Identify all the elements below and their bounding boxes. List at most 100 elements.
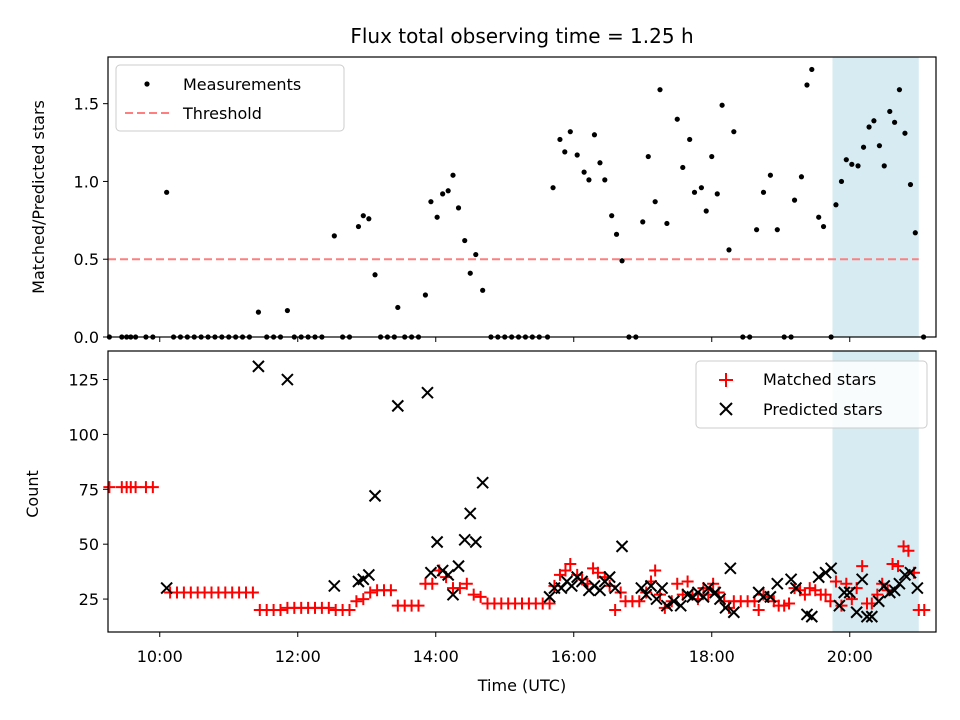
x-tick-label: 18:00 [689,647,735,666]
legend-threshold-label: Threshold [182,104,262,123]
measurement-point [597,160,603,166]
measurement-point [480,287,486,293]
matched-star-point [798,588,811,601]
predicted-star-point [458,533,471,547]
top-legend: Measurements Threshold [115,64,345,132]
predicted-star-point [368,489,382,503]
measurement-point [550,185,556,191]
predicted-star-point [904,566,917,579]
measurement-point [849,161,855,167]
predicted-star-point [421,386,434,399]
top-y-axis-label: Matched/Predicted stars [29,100,48,294]
predicted-star-point [860,610,874,623]
predicted-star-point [655,581,669,595]
predicted-star-point [391,399,405,413]
legend-predicted-marker [719,402,733,416]
measurement-point [754,227,760,233]
predicted-star-point [565,579,578,593]
measurement-point [645,153,651,160]
measurement-point [804,82,810,88]
measurement-point [355,223,362,230]
y-tick-label: 1.5 [74,95,99,114]
y-tick-label: 125 [68,371,99,390]
measurement-point [838,178,845,185]
measurement-point [462,237,468,244]
y-tick-label: 1.0 [74,172,99,191]
predicted-star-point [667,595,681,608]
measurement-point [912,230,918,236]
matched-star-point [274,604,287,617]
top-y-axis: 0.0 0.5 1.0 1.5 [74,95,108,347]
predicted-star-point [328,579,341,593]
measurement-point [892,119,898,125]
bottom-x-axis: 10:00 12:00 14:00 16:00 18:00 20:00 [137,632,873,666]
predicted-star-point [708,586,722,599]
measurement-point [586,177,592,183]
measurement-point [820,223,827,230]
matched-star-point [835,599,848,612]
measurement-point [284,307,290,314]
predicted-star-point [812,570,825,584]
measurement-point [791,197,798,203]
measurement-point [331,233,337,239]
y-tick-label: 75 [79,480,99,499]
measurement-point [360,213,366,219]
bottom-legend-box [695,360,928,429]
x-tick-label: 16:00 [551,647,597,666]
measurement-point [798,174,805,180]
matched-star-point [467,588,480,601]
y-tick-label: 0.0 [74,328,99,347]
predicted-star-point [424,566,438,579]
predicted-star-point [660,599,674,612]
measurement-point [455,205,462,211]
predicted-star-point [608,581,622,595]
predicted-star-point [872,595,885,608]
measurement-point [843,157,849,163]
matched-star-point [357,593,370,606]
measurement-point [674,116,680,122]
matched-star-point [559,564,572,577]
matched-star-point [803,582,816,595]
measurement-point [760,189,767,195]
measurement-point [816,214,822,220]
measurement-point [871,118,877,124]
measurement-point [719,102,725,108]
measurement-point [609,213,615,219]
matched-star-point [886,557,899,570]
measurement-point [255,309,262,315]
measurement-point [709,153,715,160]
bottom-legend: Matched stars Predicted stars [695,360,928,429]
predicted-star-point [362,568,376,582]
matched-star-point [460,577,473,590]
y-tick-label: 100 [68,425,99,444]
x-tick-label: 12:00 [275,647,321,666]
predicted-star-point [464,507,477,520]
measurement-point [881,163,887,169]
predicted-star-point [575,575,589,588]
bottom-y-axis: 25 50 75 100 125 [68,371,108,609]
measurement-point [602,177,608,183]
matched-star-point [918,604,931,617]
legend-measurements-label: Measurements [183,75,301,94]
measurement-point [395,304,401,311]
x-tick-label: 14:00 [413,647,459,666]
measurement-point [767,172,774,178]
matched-star-point [633,595,646,608]
measurement-point [567,129,573,135]
measurement-point [422,292,428,298]
measurement-point [366,216,372,222]
measurement-point [440,191,446,197]
predicted-star-point [452,559,465,573]
measurement-point [907,181,914,188]
top-x-ticks [159,337,851,342]
measurement-point [687,136,693,143]
top-plot-frame [107,56,937,338]
measurement-point [450,172,456,178]
measurement-point [876,143,883,149]
predicted-star-point [252,360,265,373]
matched-star-point [681,575,694,588]
measurement-point [731,129,737,135]
measurement-point [640,219,646,225]
legend-matched-marker [719,373,733,387]
matched-star-point [856,560,869,573]
